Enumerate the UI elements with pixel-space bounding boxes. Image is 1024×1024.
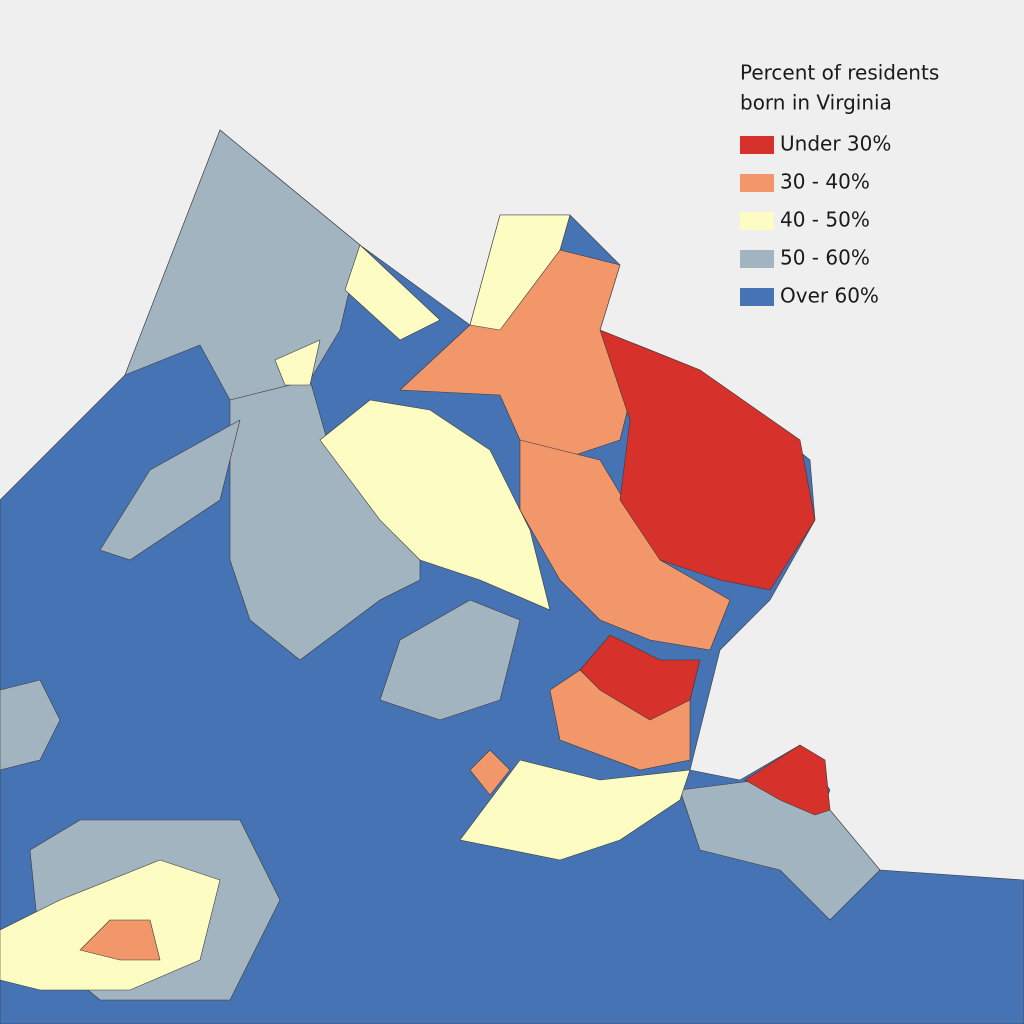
legend-label: Over 60% xyxy=(780,284,879,308)
legend-label: 30 - 40% xyxy=(780,170,870,194)
region xyxy=(229,379,421,661)
legend-swatch xyxy=(740,288,774,306)
region xyxy=(319,399,551,611)
region xyxy=(459,759,691,861)
legend-label: Under 30% xyxy=(780,132,891,156)
legend-swatch xyxy=(740,136,774,154)
region xyxy=(274,339,321,386)
region xyxy=(469,749,511,796)
region xyxy=(744,744,831,816)
legend-title: Percent of residents xyxy=(740,61,939,85)
map-regions xyxy=(0,129,1024,1024)
legend-title: born in Virginia xyxy=(740,91,892,115)
region xyxy=(79,919,161,961)
region xyxy=(579,634,701,721)
legend-label: 50 - 60% xyxy=(780,246,870,270)
legend-label: 40 - 50% xyxy=(780,208,870,232)
legend-swatch xyxy=(740,212,774,230)
region xyxy=(344,244,441,341)
region xyxy=(0,679,61,771)
region xyxy=(599,329,816,591)
legend-swatch xyxy=(740,250,774,268)
legend-swatch xyxy=(740,174,774,192)
legend: Percent of residents born in Virginia Un… xyxy=(740,61,939,308)
region xyxy=(99,419,241,561)
region xyxy=(379,599,521,721)
